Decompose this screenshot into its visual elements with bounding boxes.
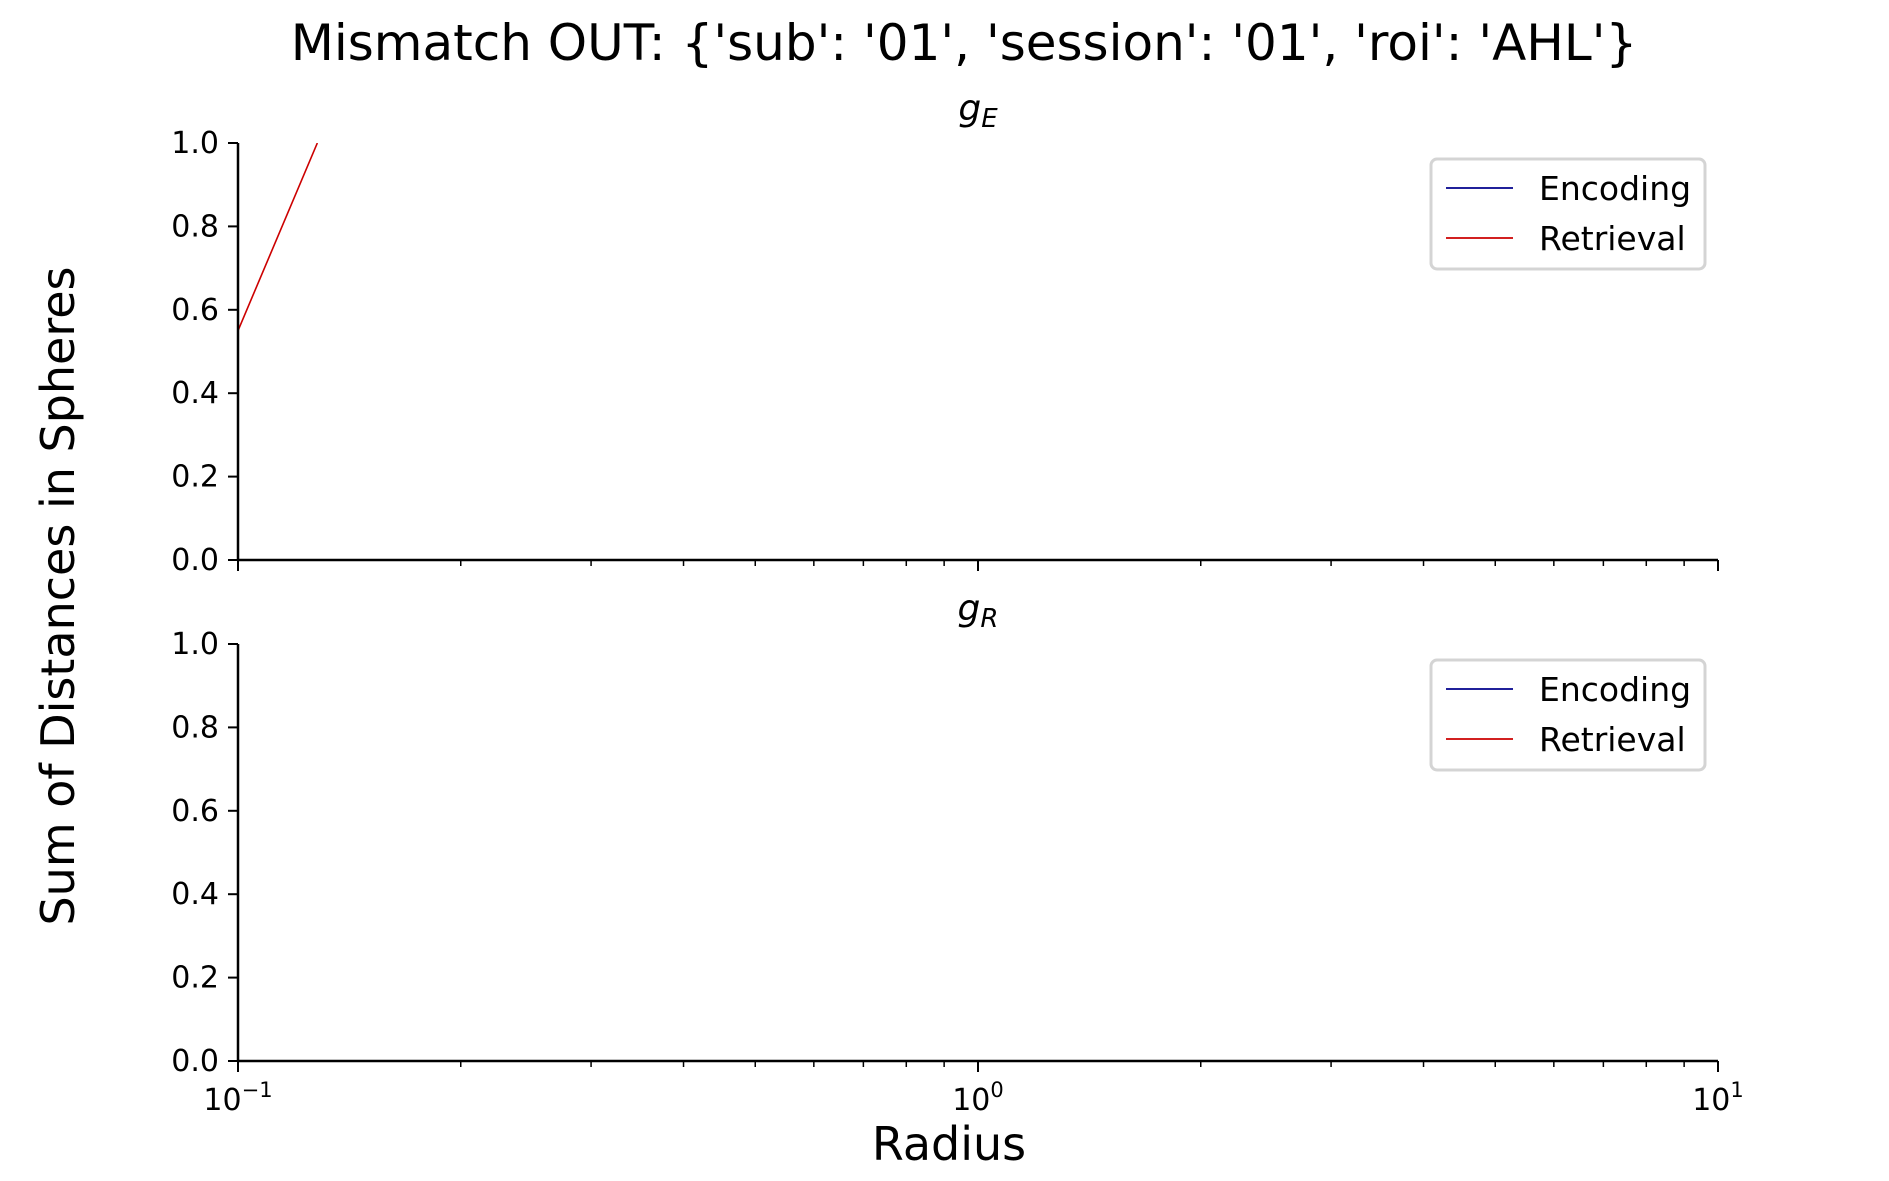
legend-frame [1429, 658, 1707, 772]
subplot-e: gE 0.0 0.2 0.4 0.6 0.8 1.0 Encoding Retrieval [171, 88, 1719, 578]
subplot-title-subscript: E [981, 104, 998, 134]
y-tick-label: 0.8 [171, 209, 219, 244]
legend-label-retrieval: Retrieval [1539, 720, 1686, 759]
subplot-title-base: g [958, 588, 981, 629]
y-axis-label: Sum of Distances in Spheres [31, 266, 85, 925]
subplot-title: gE [958, 88, 998, 134]
y-tick-label: 0.8 [171, 710, 219, 745]
subplot-r: gR0.00.20.40.60.81.010−1 100 101EncodingRe… [171, 588, 1744, 1118]
x-tick-label-exponent: 1 [1730, 1078, 1743, 1102]
y-tick-label: 0.0 [171, 543, 219, 578]
subplots: gE0.00.20.40.60.81.0EncodingRetrievalgR0… [171, 88, 1744, 1118]
subplot-title: gR [958, 588, 999, 634]
legend-label-encoding: Encoding [1539, 670, 1691, 709]
y-tick-label: 1.0 [171, 627, 219, 662]
subplot-title-base: g [958, 88, 981, 129]
x-axis-label: Radius [872, 1117, 1026, 1171]
y-tick-label: 0.2 [171, 460, 219, 495]
legend: Encoding Retrieval [1429, 658, 1707, 772]
subplot-title-subscript: R [980, 604, 998, 634]
legend-label-retrieval: Retrieval [1539, 219, 1686, 258]
y-tick-label: 0.2 [171, 961, 219, 996]
series-line-retrieval [238, 143, 319, 331]
x-tick-label-exponent: −1 [242, 1078, 273, 1102]
y-tick-label: 0.6 [171, 794, 219, 829]
x-tick-label: 101 [1692, 1078, 1744, 1118]
x-tick-label-base: 10 [1692, 1083, 1730, 1118]
x-tick-label-base: 10 [952, 1083, 990, 1118]
y-tick-label: 1.0 [171, 126, 219, 161]
y-tick-label: 0.6 [171, 293, 219, 328]
legend-label-encoding: Encoding [1539, 169, 1691, 208]
y-tick-label: 0.4 [171, 376, 219, 411]
legend: Encoding Retrieval [1429, 157, 1707, 271]
x-tick-label-base: 10 [203, 1083, 241, 1118]
x-tick-label-exponent: 0 [990, 1078, 1003, 1102]
x-tick-label: 10−1 [203, 1078, 272, 1118]
x-tick-label: 100 [952, 1078, 1004, 1118]
y-tick-label: 0.0 [171, 1044, 219, 1079]
figure-title: Mismatch OUT: {'sub': '01', 'session': '… [291, 14, 1638, 72]
y-tick-label: 0.4 [171, 877, 219, 912]
legend-frame [1429, 157, 1707, 271]
